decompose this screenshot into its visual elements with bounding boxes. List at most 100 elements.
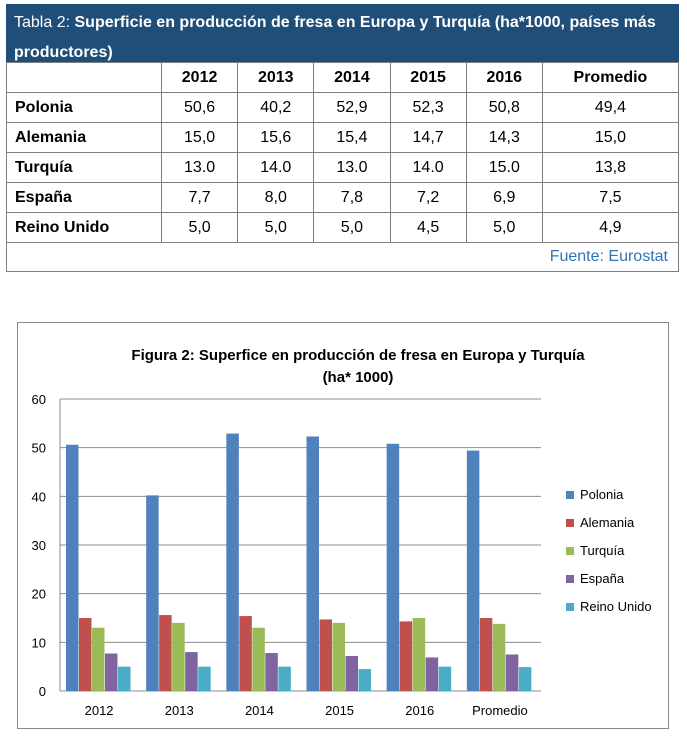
table-cell: 52,3 [389,92,467,123]
data-table: 2012 2013 2014 2015 2016 Promedio Poloni… [6,62,680,243]
table-cell: 5,0 [465,212,543,243]
table-cell: 7,7 [160,182,239,213]
table-cell: 40,2 [237,92,315,123]
table-caption-title: Superficie en producción de fresa en Eur… [14,14,656,61]
chart-container: Figura 2: Superfice en producción de fre… [17,322,669,729]
y-tick-label: 30 [32,538,46,553]
bar-españa [425,657,439,691]
table-cell: 50,6 [160,92,239,123]
table-cell: 7,8 [313,182,391,213]
table-cell: 15,0 [541,122,680,153]
bar-reino-unido [438,666,452,691]
chart-title: Figura 2: Superfice en producción de fre… [118,345,598,389]
table-cell: 5,0 [237,212,315,243]
x-tick-label: 2015 [325,703,354,718]
bar-reino-unido [118,666,131,691]
bar-polonia [386,443,400,691]
bar-alemania [479,618,493,691]
row-label: Reino Unido [6,212,162,243]
bar-polonia [306,436,319,691]
bar-polonia [66,444,79,691]
table-cell: 8,0 [237,182,315,213]
table-caption-prefix: Tabla 2: [14,14,71,31]
row-label: Alemania [6,122,162,153]
data-table-container: Tabla 2: Superficie en producción de fre… [6,4,680,272]
bar-turquía [492,623,506,691]
y-tick-label: 0 [39,684,46,699]
table-row: Reino Unido 5,0 5,0 5,0 4,5 5,0 4,9 [6,212,680,243]
bar-alemania [319,619,332,691]
bar-españa [345,655,358,691]
legend-label: Alemania [580,515,635,530]
x-tick-label: 2013 [165,703,194,718]
y-tick-label: 60 [32,392,46,407]
table-cell: 4,9 [541,212,680,243]
chart-title-line2: (ha* 1000) [322,369,394,386]
table-row: España 7,7 8,0 7,8 7,2 6,9 7,5 [6,182,680,213]
table-cell: 7,2 [389,182,467,213]
table-cell: 14,7 [389,122,467,153]
x-tick-label: 2016 [405,703,434,718]
bar-españa [105,653,118,691]
table-cell: 15,0 [160,122,239,153]
bar-turquía [332,622,345,691]
table-cell: 49,4 [541,92,680,123]
x-tick-label: 2014 [245,703,274,718]
bar-españa [505,654,519,691]
table-cell: 5,0 [313,212,391,243]
bar-polonia [146,495,159,691]
bar-alemania [239,616,252,691]
table-caption: Tabla 2: Superficie en producción de fre… [6,4,679,62]
legend-label: Turquía [580,543,625,558]
column-header: 2014 [313,62,391,93]
bar-españa [185,652,198,691]
table-cell: 15,6 [237,122,315,153]
table-cell: 5,0 [160,212,239,243]
y-tick-label: 10 [32,635,46,650]
legend-swatch [566,519,574,527]
y-tick-label: 40 [32,489,46,504]
bar-alemania [159,615,172,691]
bar-reino-unido [358,669,371,691]
table-cell: 50,8 [465,92,543,123]
table-cell: 52,9 [313,92,391,123]
table-row: Alemania 15,0 15,6 15,4 14,7 14,3 15,0 [6,122,680,153]
column-header: 2016 [465,62,543,93]
table-source: Fuente: Eurostat [6,243,679,272]
chart-title-line1: Figura 2: Superfice en producción de fre… [131,347,585,364]
table-cell: 15,4 [313,122,391,153]
table-cell: 14,3 [465,122,543,153]
legend-swatch [566,575,574,583]
legend-label: Reino Unido [580,599,652,614]
table-row: Turquía 13.0 14.0 13.0 14.0 15.0 13,8 [6,152,680,183]
legend-swatch [566,491,574,499]
legend-label: España [580,571,625,586]
bar-turquía [252,627,265,691]
table-cell: 6,9 [465,182,543,213]
legend-swatch [566,603,574,611]
bar-polonia [226,433,239,691]
bar-turquía [92,627,105,691]
table-cell: 13.0 [313,152,391,183]
table-row: Polonia 50,6 40,2 52,9 52,3 50,8 49,4 [6,92,680,123]
bar-alemania [79,618,92,691]
x-tick-label: Promedio [472,703,528,718]
bar-españa [265,653,278,691]
y-tick-label: 20 [32,587,46,602]
table-cell: 4,5 [389,212,467,243]
table-cell: 13.0 [160,152,239,183]
bar-reino-unido [278,666,291,691]
table-cell: 15.0 [465,152,543,183]
table-cell: 7,5 [541,182,680,213]
legend-label: Polonia [580,487,624,502]
table-cell: 14.0 [237,152,315,183]
bar-turquía [172,622,185,691]
column-header: 2012 [160,62,239,93]
bar-chart: 0 10 20 30 40 50 60 2012 2013 2014 2015 2016 Promedi… [32,392,652,718]
column-header: 2015 [389,62,467,93]
row-label: Polonia [6,92,162,123]
x-tick-label: 2012 [85,703,114,718]
bar-reino-unido [518,667,532,691]
row-label: Turquía [6,152,162,183]
table-cell: 13,8 [541,152,680,183]
